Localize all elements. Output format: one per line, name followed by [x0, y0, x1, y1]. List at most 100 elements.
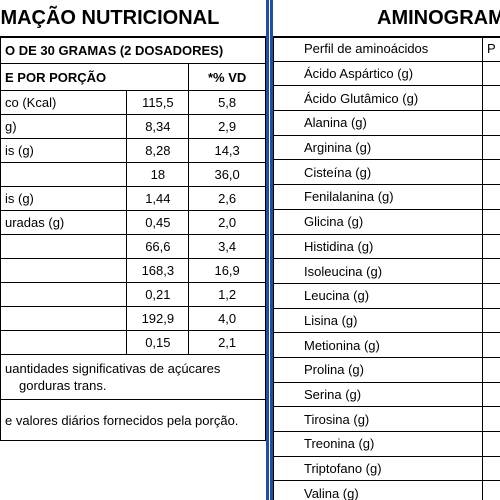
- amino-acid-label: Metionina (g): [273, 332, 484, 358]
- amino-row: Fenilalanina (g): [273, 184, 500, 210]
- amino-row: Leucina (g): [273, 282, 500, 309]
- amino-acid-value: [482, 60, 500, 87]
- nutrient-amount: 1,44: [126, 186, 190, 211]
- note-line-1: uantidades significativas de açúcares: [5, 361, 221, 376]
- amino-acid-value: [482, 356, 500, 383]
- amino-acid-value: [482, 480, 500, 500]
- nutrition-header-row: E POR PORÇÃO *% VD: [0, 63, 266, 91]
- nutrient-label: [0, 234, 128, 259]
- nutrient-amount: 115,5: [126, 90, 190, 115]
- nutrient-daily-value: 3,4: [188, 234, 266, 259]
- amino-acid-value: [482, 233, 500, 260]
- amino-acid-label: Arginina (g): [273, 134, 484, 161]
- amino-acid-label: Ácido Glutâmico (g): [273, 85, 484, 112]
- amino-row: Glicina (g): [273, 208, 500, 235]
- aminogram-table: Perfil de aminoácidos P Ácido Aspártico …: [273, 36, 500, 500]
- amino-acid-label: Cisteína (g): [273, 159, 484, 186]
- amino-profile-header: Perfil de aminoácidos: [273, 36, 484, 62]
- amino-acid-value: [482, 258, 500, 284]
- nutrient-row: is (g) 1,44 2,6: [0, 186, 266, 211]
- amino-acid-value: [482, 159, 500, 186]
- amino-acid-value: [482, 208, 500, 235]
- amino-acid-label: Valina (g): [273, 480, 484, 500]
- amino-acid-value: [482, 307, 500, 334]
- nutrient-amount: 8,34: [126, 114, 190, 139]
- nutrient-row: 192,9 4,0: [0, 306, 266, 331]
- amino-acid-value: [482, 431, 500, 457]
- nutrient-row: uradas (g) 0,45 2,0: [0, 210, 266, 235]
- nutrient-amount: 0,15: [126, 330, 190, 355]
- nutrient-amount: 8,28: [126, 138, 190, 163]
- nutrient-label: [0, 330, 128, 355]
- amino-acid-value: [482, 85, 500, 112]
- nutrient-row: 0,15 2,1: [0, 330, 266, 355]
- note-line-2: gorduras trans.: [19, 378, 107, 393]
- amino-serving-header: P: [482, 36, 500, 62]
- amino-acid-value: [482, 406, 500, 432]
- nutrient-daily-value: 5,8: [188, 90, 266, 115]
- nutrition-facts-panel: RMAÇÃO NUTRICIONAL O DE 30 GRAMAS (2 DOS…: [0, 0, 269, 500]
- nutrient-label: [0, 282, 128, 307]
- note-row: uantidades significativas de açúcares go…: [0, 354, 266, 400]
- amino-acid-label: Histidina (g): [273, 233, 484, 260]
- amino-row: Serina (g): [273, 381, 500, 408]
- amino-acid-label: Isoleucina (g): [273, 258, 484, 284]
- nutrient-label: uradas (g): [0, 210, 128, 235]
- amino-row: Cisteína (g): [273, 159, 500, 186]
- amino-row: Alanina (g): [273, 110, 500, 136]
- serving-size: O DE 30 GRAMAS (2 DOSADORES): [0, 36, 266, 64]
- nutrient-daily-value: 36,0: [188, 162, 266, 187]
- nutrient-amount: 192,9: [126, 306, 190, 331]
- amino-acid-label: Alanina (g): [273, 110, 484, 136]
- aminogram-panel: AMINOGRAMA Perfil de aminoácidos P Ácido…: [270, 0, 500, 500]
- nutrient-daily-value: 1,2: [188, 282, 266, 307]
- nutrient-amount: 168,3: [126, 258, 190, 283]
- amino-acid-value: [482, 134, 500, 161]
- nutrient-label: co (Kcal): [0, 90, 128, 115]
- amino-row: Histidina (g): [273, 233, 500, 260]
- amino-row: Treonina (g): [273, 431, 500, 457]
- nutrient-row: co (Kcal) 115,5 5,8: [0, 90, 266, 115]
- amino-acid-label: Glicina (g): [273, 208, 484, 235]
- nutrient-amount: 18: [126, 162, 190, 187]
- nutrition-table: O DE 30 GRAMAS (2 DOSADORES) E POR PORÇÃ…: [0, 36, 266, 441]
- nutrient-label: is (g): [0, 186, 128, 211]
- nutrient-label: is (g): [0, 138, 128, 163]
- amino-acid-label: Triptofano (g): [273, 455, 484, 482]
- amino-acid-value: [482, 381, 500, 408]
- daily-value-header: *% VD: [188, 63, 266, 91]
- nutrient-row: 66,6 3,4: [0, 234, 266, 259]
- amino-acid-value: [482, 455, 500, 482]
- amino-row: Lisina (g): [273, 307, 500, 334]
- amino-acid-value: [482, 184, 500, 210]
- amino-acid-label: Serina (g): [273, 381, 484, 408]
- nutrient-daily-value: 4,0: [188, 306, 266, 331]
- nutrition-title: RMAÇÃO NUTRICIONAL: [0, 0, 266, 38]
- nutrient-row: 0,21 1,2: [0, 282, 266, 307]
- amino-acid-label: Tirosina (g): [273, 406, 484, 432]
- amino-acid-value: [482, 282, 500, 309]
- aminogram-header-row: Perfil de aminoácidos P: [273, 36, 500, 62]
- amino-row: Triptofano (g): [273, 455, 500, 482]
- nutrient-amount: 66,6: [126, 234, 190, 259]
- nutrient-daily-value: 14,3: [188, 138, 266, 163]
- nutrient-row: 168,3 16,9: [0, 258, 266, 283]
- amino-row: Metionina (g): [273, 332, 500, 358]
- amino-acid-value: [482, 110, 500, 136]
- nutrient-amount: 0,21: [126, 282, 190, 307]
- amino-acid-label: Prolina (g): [273, 356, 484, 383]
- nutrient-label: [0, 306, 128, 331]
- daily-values-note: e valores diários fornecidos pela porção…: [0, 399, 266, 441]
- nutrient-label: [0, 258, 128, 283]
- nutrient-label: g): [0, 114, 128, 139]
- nutrient-row: is (g) 8,28 14,3: [0, 138, 266, 163]
- nutrient-daily-value: 2,1: [188, 330, 266, 355]
- amino-acid-label: Ácido Aspártico (g): [273, 60, 484, 87]
- nutrient-row: 18 36,0: [0, 162, 266, 187]
- amino-row: Arginina (g): [273, 134, 500, 161]
- nutrient-daily-value: 2,6: [188, 186, 266, 211]
- amino-row: Ácido Aspártico (g): [273, 60, 500, 87]
- amino-acid-label: Fenilalanina (g): [273, 184, 484, 210]
- amount-per-serving-header: E POR PORÇÃO: [0, 63, 190, 91]
- amino-acid-value: [482, 332, 500, 358]
